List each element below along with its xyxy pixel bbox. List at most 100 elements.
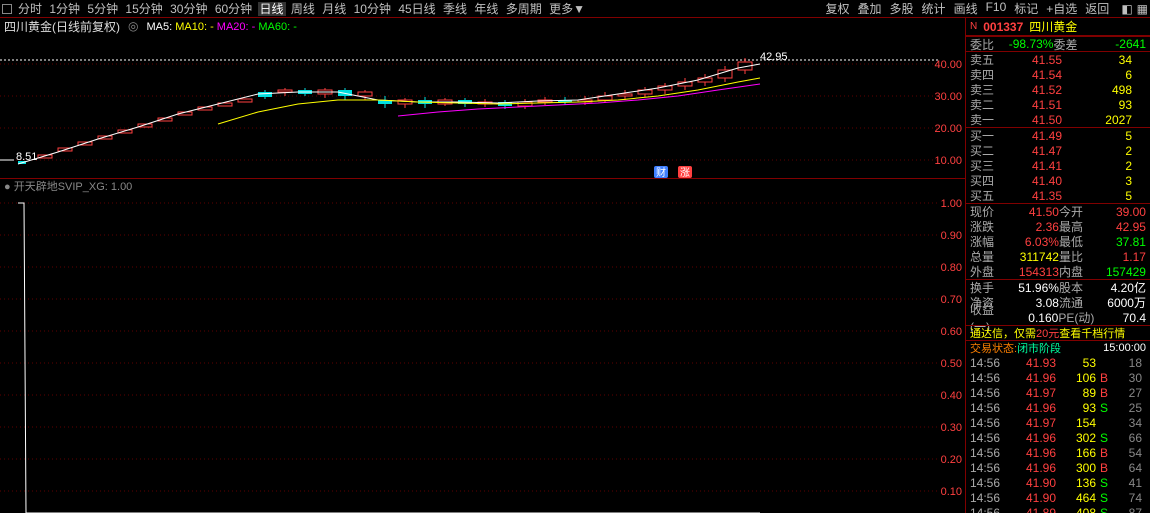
toolbar-画线[interactable]: 画线 — [952, 0, 980, 17]
weicha-value: -2641 — [1083, 37, 1147, 51]
level-qty: 6 — [1062, 68, 1132, 82]
level-price: 41.41 — [1002, 159, 1062, 173]
toolbar-+自选[interactable]: +自选 — [1044, 0, 1079, 17]
menu-icon[interactable] — [2, 4, 12, 14]
timeframe-5分钟[interactable]: 5分钟 — [85, 2, 120, 16]
timeframe-45日线[interactable]: 45日线 — [396, 2, 437, 16]
tick-time: 14:56 — [970, 476, 1008, 490]
svg-text:20.00: 20.00 — [934, 123, 962, 135]
main-kline-chart[interactable]: 40.0030.0020.0010.0042.958.51财涨 — [0, 34, 965, 179]
tick-count: 87 — [1112, 506, 1142, 513]
svg-text:0.30: 0.30 — [941, 422, 962, 434]
tick-count: 66 — [1112, 431, 1142, 445]
level-price: 41.35 — [1002, 189, 1062, 203]
quote-value: 0.160 — [1001, 311, 1059, 325]
tick-dir: B — [1096, 446, 1112, 460]
level-price: 41.49 — [1002, 129, 1062, 143]
timeframe-月线[interactable]: 月线 — [320, 2, 348, 16]
toolbar-F10[interactable]: F10 — [984, 0, 1009, 17]
ma-indicator-dot: ◎ — [128, 19, 138, 33]
timeframe-年线[interactable]: 年线 — [472, 2, 500, 16]
timeframe-10分钟[interactable]: 10分钟 — [352, 2, 393, 16]
orderbook-row: 卖五41.5534 — [966, 52, 1150, 67]
tick-price: 41.96 — [1008, 446, 1056, 460]
tick-count: 25 — [1112, 401, 1142, 415]
timeframe-1分钟[interactable]: 1分钟 — [47, 2, 82, 16]
tick-count: 54 — [1112, 446, 1142, 460]
svg-text:0.10: 0.10 — [941, 486, 962, 498]
timeframe-多周期[interactable]: 多周期 — [504, 2, 544, 16]
trade-status-bar: 交易状态: 闭市阶段 15:00:00 — [966, 340, 1150, 355]
timeframe-日线[interactable]: 日线 — [258, 2, 286, 16]
svg-text:8.51: 8.51 — [16, 151, 37, 163]
quote-value: 41.50 — [1001, 205, 1059, 219]
stock-code[interactable]: 001337 — [983, 20, 1023, 34]
toolbar-叠加[interactable]: 叠加 — [856, 0, 884, 17]
tick-time: 14:56 — [970, 446, 1008, 460]
tick-row: 14:5641.96166B54 — [966, 445, 1150, 460]
tick-row: 14:5641.9789B27 — [966, 385, 1150, 400]
toolbar-复权[interactable]: 复权 — [824, 0, 852, 17]
orderbook-row: 买四41.403 — [966, 173, 1150, 188]
trade-status-value: 闭市阶段 — [1017, 340, 1061, 356]
svg-text:42.95: 42.95 — [760, 51, 788, 63]
tick-row: 14:5641.9693S25 — [966, 400, 1150, 415]
tick-dir: S — [1096, 401, 1112, 415]
timeframe-更多▼[interactable]: 更多▼ — [547, 2, 587, 16]
tick-price: 41.96 — [1008, 461, 1056, 475]
svg-text:0.60: 0.60 — [941, 326, 962, 338]
orderbook-row: 买二41.472 — [966, 143, 1150, 158]
orderbook-row: 买五41.355 — [966, 188, 1150, 203]
level-price: 41.55 — [1002, 53, 1062, 67]
toolbar-多股[interactable]: 多股 — [888, 0, 916, 17]
tool-icon-1[interactable]: ◧ — [1121, 2, 1132, 16]
tick-row: 14:5641.935318 — [966, 355, 1150, 370]
tick-time: 14:56 — [970, 401, 1008, 415]
timeframe-60分钟[interactable]: 60分钟 — [213, 2, 254, 16]
level-qty: 2 — [1062, 159, 1132, 173]
tick-row: 14:5641.96302S66 — [966, 430, 1150, 445]
svg-text:1.00: 1.00 — [941, 198, 962, 210]
tick-qty: 166 — [1056, 446, 1096, 460]
quote-row: 换手51.96%股本4.20亿 — [966, 280, 1150, 295]
svg-text:0.40: 0.40 — [941, 390, 962, 402]
svg-text:10.00: 10.00 — [934, 155, 962, 167]
sub-indicator-chart[interactable]: 1.000.900.800.700.600.500.400.300.200.10 — [0, 193, 965, 513]
ma-indicator: MA5: — [146, 21, 175, 33]
tick-qty: 136 — [1056, 476, 1096, 490]
tick-price: 41.89 — [1008, 506, 1056, 513]
timeframe-季线[interactable]: 季线 — [441, 2, 469, 16]
weibi-row: 委比 -98.73% 委差 -2641 — [966, 36, 1150, 51]
tool-icon-2[interactable]: ▦ — [1137, 2, 1148, 16]
orderbook-row: 买一41.495 — [966, 128, 1150, 143]
quote-row: 涨幅6.03%最低37.81 — [966, 234, 1150, 249]
level-price: 41.50 — [1002, 113, 1062, 127]
timeframe-分时[interactable]: 分时 — [16, 2, 44, 16]
level-qty: 93 — [1062, 98, 1132, 112]
toolbar-标记[interactable]: 标记 — [1012, 0, 1040, 17]
quote-row: 涨跌2.36最高42.95 — [966, 219, 1150, 234]
quote-value2: 39.00 — [1090, 205, 1146, 219]
tick-dir: B — [1096, 461, 1112, 475]
tick-list[interactable]: 14:5641.93531814:5641.96106B3014:5641.97… — [966, 355, 1150, 513]
svg-text:财: 财 — [656, 166, 666, 179]
promo-pre: 通达信，仅需 — [970, 325, 1036, 341]
level-price: 41.47 — [1002, 144, 1062, 158]
toolbar-统计[interactable]: 统计 — [920, 0, 948, 17]
toolbar-返回[interactable]: 返回 — [1083, 0, 1111, 17]
tick-time: 14:56 — [970, 371, 1008, 385]
tick-price: 41.93 — [1008, 356, 1056, 370]
timeframe-周线[interactable]: 周线 — [289, 2, 317, 16]
promo-banner[interactable]: 通达信，仅需 20元 查看千档行情 — [966, 325, 1150, 340]
timeframe-15分钟[interactable]: 15分钟 — [123, 2, 164, 16]
quote-label2: PE(动) — [1058, 309, 1090, 326]
timeframe-30分钟[interactable]: 30分钟 — [168, 2, 209, 16]
tick-dir: S — [1096, 506, 1112, 513]
quote-value: 3.08 — [1001, 296, 1059, 310]
tick-qty: 408 — [1056, 506, 1096, 513]
quote-value2: 6000万 — [1090, 294, 1146, 311]
chart-title-bar: 四川黄金(日线前复权) ◎ MA5: MA10: - MA20: - MA60:… — [0, 18, 965, 34]
level-label: 买五 — [970, 187, 1002, 204]
trade-status-label: 交易状态: — [970, 340, 1017, 356]
tick-count: 27 — [1112, 386, 1142, 400]
